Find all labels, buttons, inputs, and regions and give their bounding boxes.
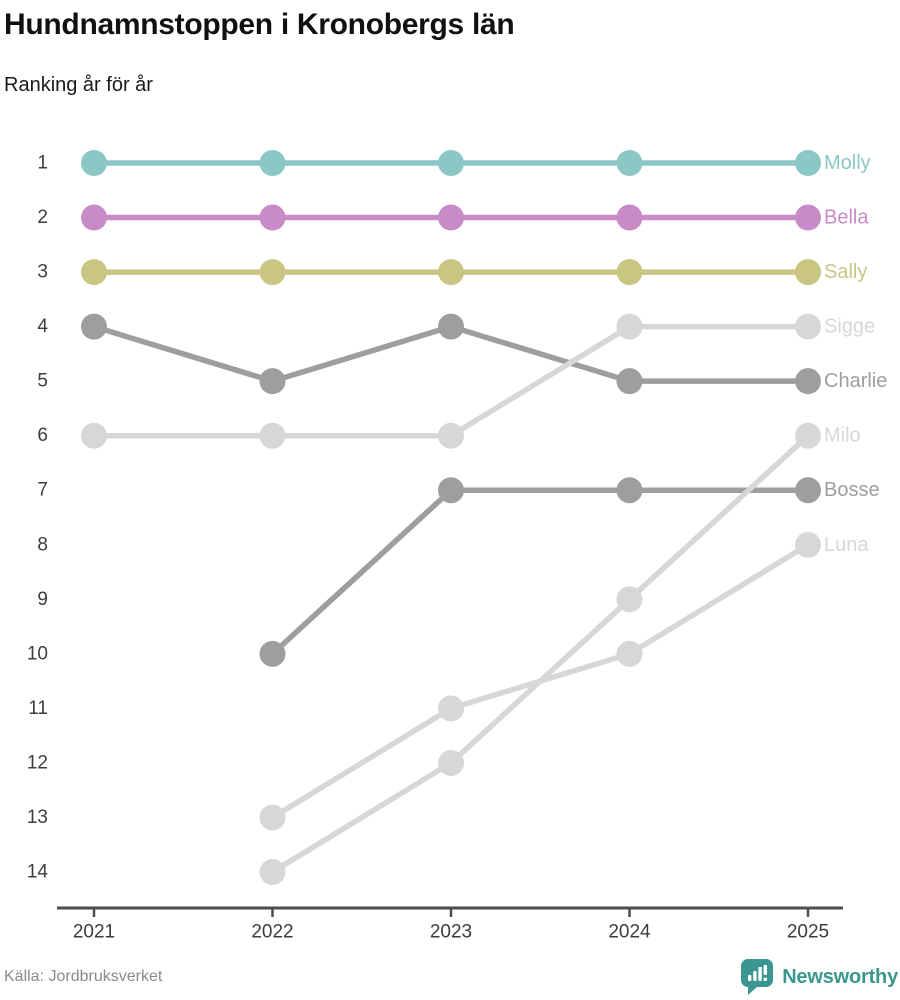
dot-luna-2025 (795, 531, 821, 558)
dot-molly-2024 (616, 150, 643, 176)
dot-molly-2021 (81, 150, 107, 176)
dot-sally-2022 (259, 259, 286, 286)
dot-milo-2022 (259, 859, 286, 886)
series-label-charlie: Charlie (824, 370, 887, 392)
dot-milo-2025 (795, 422, 821, 449)
chart-footer: Källa: Jordbruksverket Newsworthy (0, 956, 900, 998)
newsworthy-bubble-chart-icon (741, 959, 774, 995)
dot-milo-2023 (438, 749, 464, 776)
dot-bella-2022 (259, 204, 286, 231)
dot-charlie-2021 (81, 313, 107, 340)
series-label-sigge: Sigge (824, 316, 875, 338)
y-axis-label-12: 12 (27, 752, 48, 773)
y-axis-label-1: 1 (37, 153, 48, 174)
dot-bella-2023 (438, 204, 464, 231)
series-label-sally: Sally (824, 261, 867, 283)
y-axis-label-13: 13 (27, 807, 48, 828)
dot-sally-2024 (616, 259, 643, 286)
line-bosse (269, 487, 811, 657)
chart-subtitle: Ranking år för år (4, 74, 153, 96)
dot-bella-2024 (616, 204, 643, 231)
dot-sigge-2024 (616, 313, 643, 340)
y-axis-label-11: 11 (28, 698, 48, 719)
dot-molly-2023 (438, 150, 464, 176)
y-axis-label-6: 6 (37, 425, 48, 446)
x-axis-label-2023: 2023 (430, 922, 472, 943)
dot-sigge-2023 (438, 422, 464, 449)
dot-bosse-2025 (795, 477, 821, 504)
dot-luna-2024 (616, 640, 643, 667)
y-axis-label-14: 14 (27, 862, 49, 883)
dot-bella-2025 (795, 204, 821, 231)
series-label-bosse: Bosse (824, 479, 880, 501)
x-axis-label-2021: 2021 (73, 922, 115, 943)
source-note: Källa: Jordbruksverket (4, 968, 163, 985)
dot-luna-2023 (438, 695, 464, 722)
dot-sally-2023 (438, 259, 464, 286)
dot-luna-2022 (259, 804, 286, 831)
dot-sally-2021 (81, 259, 107, 286)
dot-charlie-2025 (795, 368, 821, 395)
series-label-molly: Molly (824, 152, 871, 174)
y-axis-label-2: 2 (37, 207, 48, 228)
dot-charlie-2024 (616, 368, 643, 395)
dot-charlie-2022 (259, 368, 286, 395)
y-axis-label-3: 3 (37, 262, 48, 283)
dot-bosse-2023 (438, 477, 464, 504)
dot-charlie-2023 (438, 313, 464, 340)
dot-sigge-2025 (795, 313, 821, 340)
series-label-milo: Milo (824, 425, 861, 447)
x-axis-label-2022: 2022 (251, 922, 293, 943)
y-axis-label-7: 7 (37, 480, 48, 501)
dot-bosse-2022 (259, 640, 286, 667)
series-label-luna: Luna (824, 534, 869, 556)
x-axis-label-2025: 2025 (787, 922, 829, 943)
y-axis-label-5: 5 (37, 371, 48, 392)
series-label-bella: Bella (824, 207, 869, 229)
dot-sigge-2022 (259, 422, 286, 449)
y-axis-label-4: 4 (37, 316, 48, 337)
dot-bosse-2024 (616, 477, 643, 504)
y-axis-label-8: 8 (37, 534, 48, 555)
dot-sally-2025 (795, 259, 821, 286)
dot-bella-2021 (81, 204, 107, 231)
line-luna (269, 542, 811, 821)
dot-sigge-2021 (81, 422, 107, 449)
newsworthy-wordmark: Newsworthy (782, 965, 898, 988)
line-milo (269, 432, 811, 875)
x-axis-label-2024: 2024 (608, 922, 651, 943)
dot-molly-2022 (259, 150, 286, 176)
chart-title: Hundnamnstoppen i Kronobergs län (4, 8, 515, 41)
dot-milo-2024 (616, 586, 643, 613)
y-axis-label-9: 9 (37, 589, 48, 610)
newsworthy-logo: Newsworthy (740, 958, 898, 996)
dot-molly-2025 (795, 150, 821, 176)
y-axis-label-10: 10 (27, 643, 48, 664)
